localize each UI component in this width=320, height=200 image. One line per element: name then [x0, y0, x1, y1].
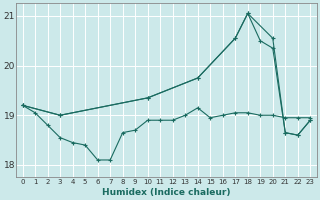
X-axis label: Humidex (Indice chaleur): Humidex (Indice chaleur) [102, 188, 231, 197]
